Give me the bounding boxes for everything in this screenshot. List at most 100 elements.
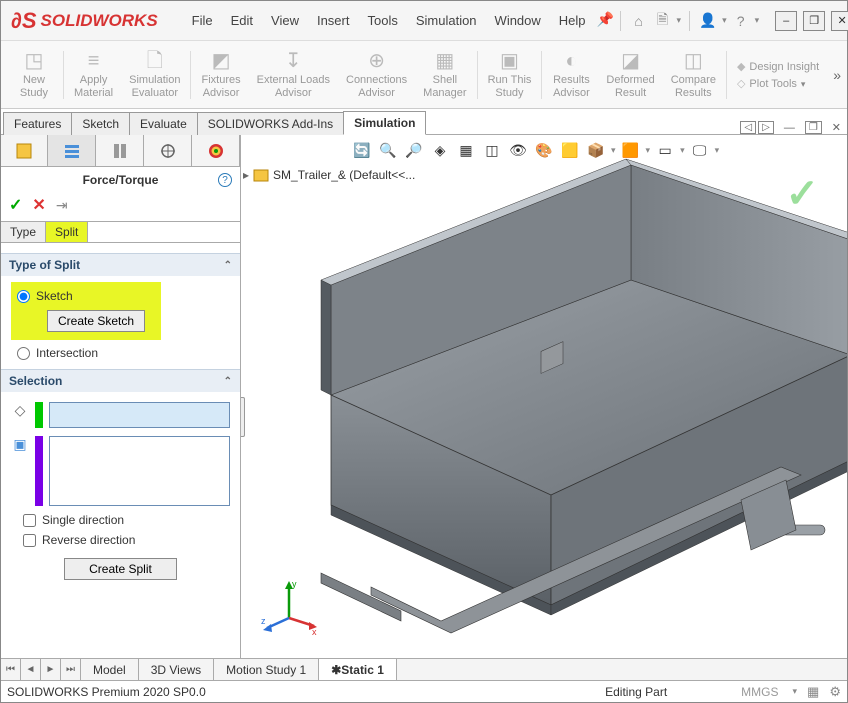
subtab-type[interactable]: Type: [1, 222, 46, 242]
ribbon-apply-material[interactable]: ≡Apply Material: [68, 47, 119, 103]
radio-intersection[interactable]: Intersection: [11, 340, 230, 363]
feature-tree-tab[interactable]: [1, 135, 48, 167]
compare-results-icon: ◫: [684, 50, 703, 72]
doc-minimize-icon[interactable]: —: [784, 122, 795, 134]
checkbox-reverse-direction-input[interactable]: [23, 534, 36, 547]
doc-restore-icon[interactable]: ❐: [805, 121, 822, 134]
menu-simulation[interactable]: Simulation: [408, 9, 485, 32]
bottom-tab-3dviews[interactable]: 3D Views: [139, 659, 214, 680]
close-button[interactable]: ✕: [831, 11, 848, 31]
command-manager-tabs: Features Sketch Evaluate SOLIDWORKS Add-…: [1, 109, 847, 135]
pin-icon[interactable]: 📌: [596, 9, 616, 29]
help-dropdown-icon[interactable]: ?: [731, 11, 751, 31]
ribbon-plot-tools[interactable]: ◇Plot Tools▾: [737, 77, 819, 90]
section-type-of-split-body: Sketch Create Sketch Intersection: [1, 276, 240, 369]
menu-file[interactable]: File: [184, 9, 221, 32]
ribbon-fixtures-advisor[interactable]: ◩Fixtures Advisor: [195, 47, 246, 103]
ribbon-deformed-result[interactable]: ◪Deformed Result: [600, 47, 660, 103]
ribbon-external-loads[interactable]: ↧External Loads Advisor: [251, 47, 336, 103]
property-manager-tab[interactable]: [47, 135, 96, 167]
simulation-evaluator-icon: 🗋: [147, 50, 163, 72]
checkbox-single-direction-input[interactable]: [23, 514, 36, 527]
ribbon-run-study[interactable]: ▣Run This Study: [482, 47, 538, 103]
ribbon-connections-advisor[interactable]: ⊕Connections Advisor: [340, 47, 413, 103]
document-icon[interactable]: 🗎: [653, 11, 673, 31]
menu-window[interactable]: Window: [487, 9, 549, 32]
divider: [63, 51, 64, 99]
orientation-triad[interactable]: y x z: [259, 578, 319, 638]
restore-button[interactable]: ❐: [803, 11, 825, 31]
nav-last-icon[interactable]: ⏭: [61, 659, 81, 680]
title-bar: ∂S SOLIDWORKS File Edit View Insert Tool…: [1, 1, 847, 41]
minimize-button[interactable]: –: [775, 11, 797, 31]
doc-close-icon[interactable]: ✕: [832, 121, 841, 134]
new-study-icon: ◳: [25, 50, 44, 72]
pushpin-icon[interactable]: ⇥: [56, 197, 68, 214]
selection-field-2[interactable]: [49, 436, 230, 506]
svg-text:y: y: [292, 579, 297, 589]
doc-window-controls: ◁ ▷ — ❐ ✕: [740, 121, 841, 134]
radio-intersection-label: Intersection: [36, 346, 98, 360]
menu-view[interactable]: View: [263, 9, 307, 32]
tab-evaluate[interactable]: Evaluate: [129, 112, 198, 135]
bottom-tab-model[interactable]: Model: [81, 659, 139, 680]
ok-button[interactable]: ✓: [9, 195, 22, 215]
home-icon[interactable]: ⌂: [629, 11, 649, 31]
apply-material-icon: ≡: [88, 50, 100, 72]
ribbon-new-study[interactable]: ◳New Study: [9, 47, 59, 103]
tab-simulation[interactable]: Simulation: [343, 111, 426, 135]
nav-next-icon[interactable]: ▷: [758, 121, 774, 134]
divider: [620, 11, 621, 31]
menu-insert[interactable]: Insert: [309, 9, 358, 32]
radio-sketch-input[interactable]: [17, 290, 30, 303]
section-selection-header[interactable]: Selection ⌃: [1, 369, 240, 392]
radio-intersection-input[interactable]: [17, 347, 30, 360]
checkbox-reverse-direction[interactable]: Reverse direction: [11, 530, 230, 550]
help-icon[interactable]: ?: [218, 173, 232, 187]
cancel-button[interactable]: ✕: [32, 195, 45, 215]
menu-edit[interactable]: Edit: [223, 9, 261, 32]
user-icon[interactable]: 👤: [698, 11, 718, 31]
menu-tools[interactable]: Tools: [359, 9, 405, 32]
status-cog-icon[interactable]: ▦: [807, 684, 819, 700]
nav-prev-icon[interactable]: ◄: [21, 659, 41, 680]
create-split-button[interactable]: Create Split: [64, 558, 177, 580]
ribbon-compare-results[interactable]: ◫Compare Results: [665, 47, 722, 103]
create-sketch-button[interactable]: Create Sketch: [47, 310, 145, 332]
status-customize-icon[interactable]: ⚙: [829, 684, 841, 700]
subtab-split[interactable]: Split: [46, 222, 88, 242]
menu-help[interactable]: Help: [551, 9, 594, 32]
ribbon-design-insight[interactable]: ◆Design Insight: [737, 60, 819, 73]
nav-first-icon[interactable]: ⏮: [1, 659, 21, 680]
section-type-of-split-header[interactable]: Type of Split ⌃: [1, 253, 240, 276]
radio-sketch-label: Sketch: [36, 289, 73, 303]
ribbon-overflow-icon[interactable]: »: [833, 67, 841, 83]
nav-next-icon[interactable]: ►: [41, 659, 61, 680]
selection-field-1[interactable]: [49, 402, 230, 428]
nav-prev-icon[interactable]: ◁: [740, 121, 756, 134]
divider: [190, 51, 191, 99]
body-select-icon[interactable]: ▣: [11, 436, 29, 453]
bottom-tab-motion[interactable]: Motion Study 1: [214, 659, 319, 680]
ribbon-results-advisor[interactable]: ◐Results Advisor: [546, 47, 596, 103]
panel-title: Force/Torque: [83, 173, 159, 187]
graphics-viewport[interactable]: 🔄 🔍 🔎 ◈ ▦ ◫ 👁 🎨 🟨 📦 ▾ 🟧 ▾ ▭ ▾ 🖵 ▾ ▸ SM_T…: [241, 135, 847, 658]
panel-title-row: Force/Torque ?: [1, 167, 240, 193]
connections-advisor-icon: ⊕: [368, 50, 385, 72]
tab-features[interactable]: Features: [3, 112, 72, 135]
appearance-tab[interactable]: [191, 135, 240, 167]
tab-addins[interactable]: SOLIDWORKS Add-Ins: [197, 112, 344, 135]
face-select-icon[interactable]: ◇: [11, 402, 29, 419]
tab-sketch[interactable]: Sketch: [71, 112, 130, 135]
status-units[interactable]: MMGS: [741, 685, 778, 699]
logo-ds-glyph: ∂S: [11, 8, 37, 34]
ribbon-shell-manager[interactable]: ▦Shell Manager: [417, 47, 472, 103]
color-bar-purple: [35, 436, 43, 506]
radio-sketch[interactable]: Sketch: [17, 286, 155, 306]
bottom-tab-static1[interactable]: ✱ Static 1: [319, 659, 397, 680]
dimxpert-tab[interactable]: [143, 135, 192, 167]
checkbox-single-direction[interactable]: Single direction: [11, 510, 230, 530]
config-manager-tab[interactable]: [95, 135, 144, 167]
ribbon-sim-evaluator[interactable]: 🗋Simulation Evaluator: [123, 47, 186, 103]
divider: [726, 51, 727, 99]
